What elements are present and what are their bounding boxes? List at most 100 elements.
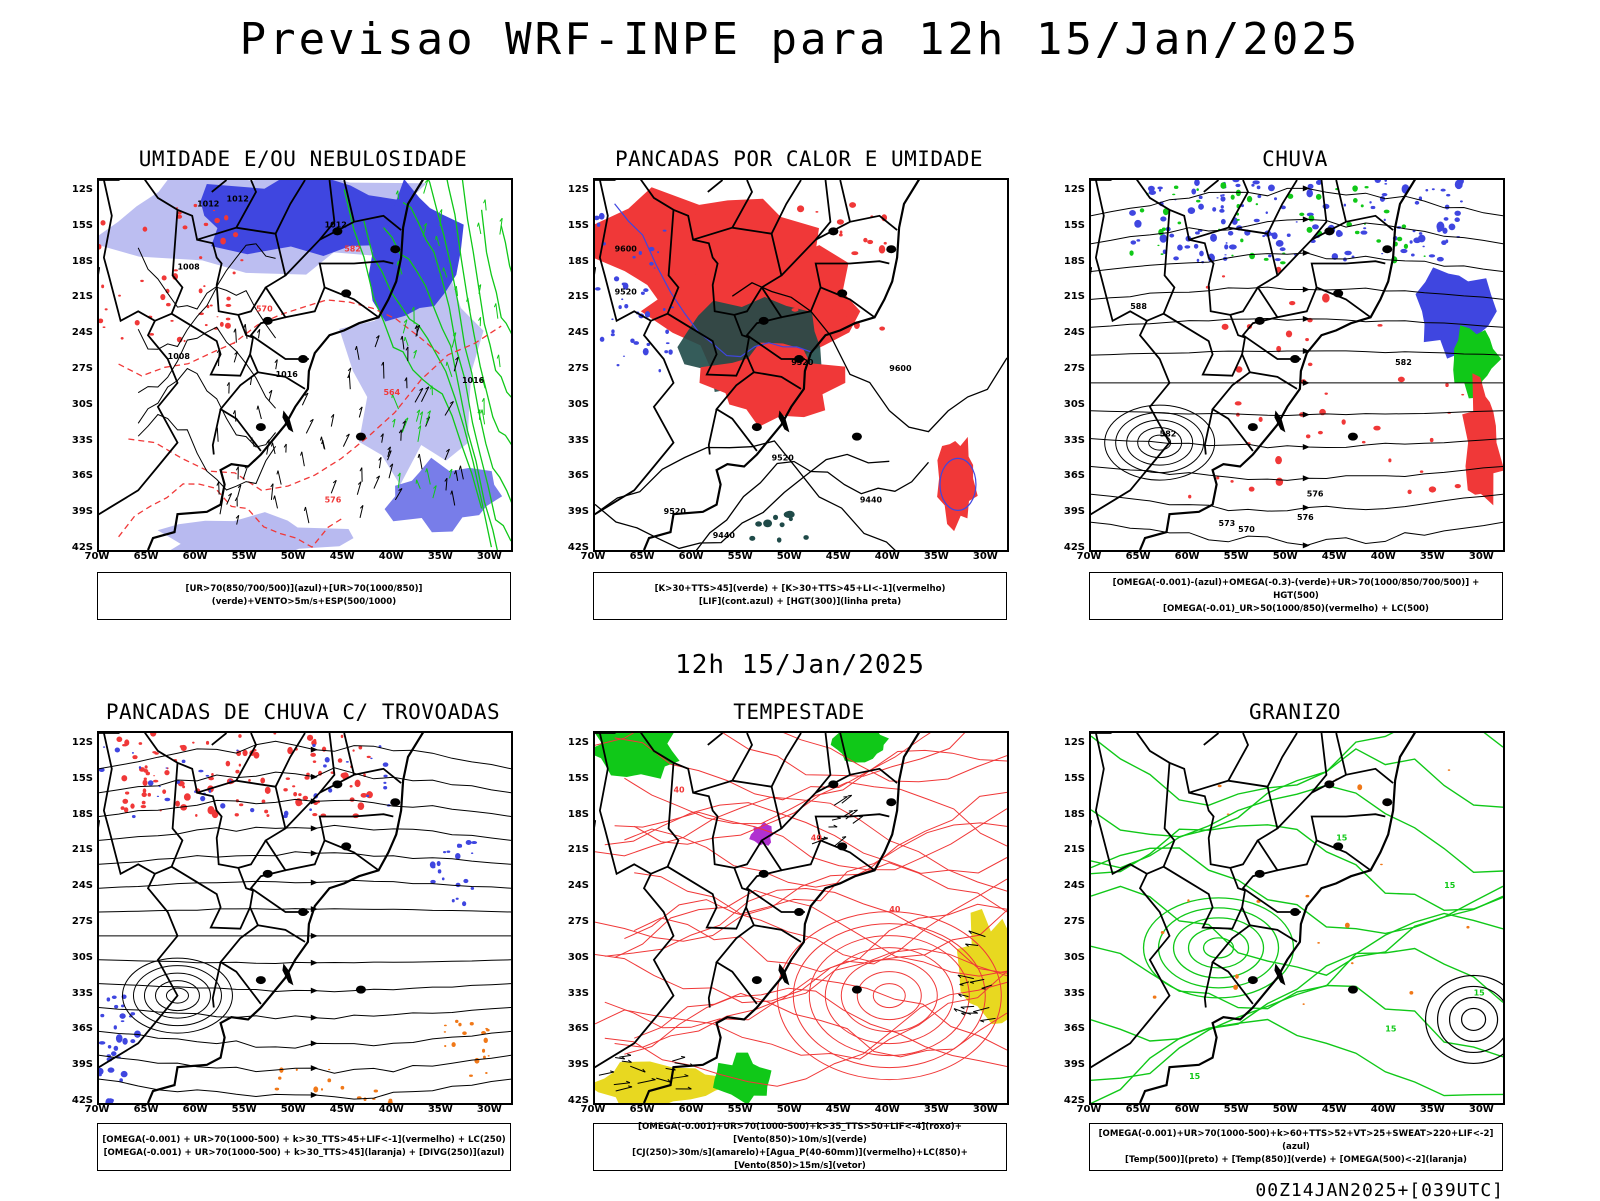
lake-mark [298, 355, 308, 363]
contour-label: 9520 [772, 453, 795, 462]
map-pancadas-trovoadas[interactable] [97, 731, 513, 1105]
contour-label: 564 [383, 388, 400, 397]
lake-mark [759, 870, 769, 878]
contour-label: 576 [325, 495, 342, 504]
contour-label: 1016 [462, 376, 485, 385]
border-line [212, 733, 227, 745]
border-line [734, 840, 762, 868]
lat-tick-label: 33S [1059, 988, 1085, 999]
lake-mark [1324, 227, 1334, 235]
contour-label: 40 [673, 786, 685, 795]
temp-850-contour [1091, 1020, 1503, 1104]
lat-tick-label: 15S [563, 773, 589, 784]
lat-tick-label: 24S [1059, 327, 1085, 338]
lon-tick-label: 60W [676, 551, 706, 562]
lat-tick-label: 27S [1059, 363, 1085, 374]
coastline-east [1140, 733, 1432, 1103]
lat-tick-label: 21S [1059, 844, 1085, 855]
lon-tick-label: 30W [1466, 1104, 1496, 1115]
green-humidity-contour [501, 226, 511, 550]
border-line [708, 180, 723, 192]
jet-250-yellow [595, 1062, 730, 1104]
border-line [1230, 840, 1258, 868]
lon-tick-label: 35W [921, 551, 951, 562]
lake-mark [1382, 798, 1392, 806]
lat-tick-label: 36S [67, 470, 93, 481]
lat-tick-label: 18S [67, 809, 93, 820]
coastline-east [1140, 180, 1432, 550]
lat-tick-label: 27S [67, 363, 93, 374]
lon-tick-label: 40W [872, 551, 902, 562]
temp-500-contour [1438, 986, 1503, 1052]
temp-500-contour [1450, 997, 1498, 1041]
water-contour [595, 797, 1007, 891]
water-contour [605, 803, 1007, 874]
lake-mark [390, 798, 400, 806]
border-line [708, 733, 723, 745]
lon-tick-label: 65W [1123, 551, 1153, 562]
contour-label: 570 [256, 304, 273, 313]
lat-tick-label: 15S [563, 220, 589, 231]
lat-tick-label: 30S [563, 952, 589, 963]
contour-label: 15 [1189, 1072, 1201, 1081]
lon-tick-label: 55W [229, 551, 259, 562]
legend-line: [OMEGA(-0.001) + UR>70(1000-500) + k>30_… [104, 1147, 505, 1160]
border-line [1091, 180, 1253, 451]
border-line [1096, 180, 1175, 321]
mslp-contour [841, 960, 937, 1032]
legend-line: [OMEGA(-0.001)+UR>70(1000-500)+k>60+TTS>… [1090, 1128, 1502, 1154]
lon-tick-label: 60W [180, 1104, 210, 1115]
contour-label: 15 [1336, 833, 1348, 842]
lat-tick-label: 24S [563, 880, 589, 891]
lon-tick-label: 55W [1221, 551, 1251, 562]
lon-tick-label: 65W [627, 551, 657, 562]
lon-tick-label: 50W [1270, 1104, 1300, 1115]
lon-tick-label: 35W [1417, 1104, 1447, 1115]
lat-tick-label: 15S [67, 773, 93, 784]
lon-tick-label: 45W [327, 1104, 357, 1115]
lat-tick-label: 30S [563, 399, 589, 410]
lat-tick-label: 36S [563, 1023, 589, 1034]
lake-mark [1248, 976, 1258, 984]
lat-tick-label: 39S [67, 506, 93, 517]
legend-line: [OMEGA(-0.01)_UR>50(1000/850)(vermelho) … [1163, 603, 1429, 616]
lon-tick-label: 30W [970, 1104, 1000, 1115]
lat-tick-label: 21S [1059, 291, 1085, 302]
lake-mark [1324, 780, 1334, 788]
legend-pancadas-calor: [K>30+TTS>45](verde) + [K>30+TTS>45+LI<-… [593, 572, 1007, 620]
wind-850-green [713, 1053, 772, 1103]
main-title: Previsao WRF-INPE para 12h 15/Jan/2025 [0, 14, 1600, 65]
lon-tick-label: 50W [774, 1104, 804, 1115]
lon-tick-label: 60W [180, 551, 210, 562]
border-line [236, 733, 256, 781]
lat-tick-label: 36S [563, 470, 589, 481]
border-line [1336, 180, 1346, 222]
border-line [1228, 733, 1248, 781]
height-contour [595, 454, 889, 548]
water-contour [615, 890, 1007, 976]
border-line [709, 962, 717, 1007]
legend-line: [Temp(500)](preto) + [Temp(850)](verde) … [1125, 1154, 1467, 1167]
contour-label: 1012 [227, 194, 249, 203]
legend-line: [OMEGA(-0.001)-(azul)+OMEGA(-0.3)-(verde… [1090, 577, 1502, 603]
border-line [1312, 261, 1386, 287]
lake-mark [263, 317, 273, 325]
lat-tick-label: 24S [1059, 880, 1085, 891]
border-line [251, 317, 309, 359]
border-line [595, 874, 674, 1073]
lon-tick-label: 70W [1074, 551, 1104, 562]
lon-tick-label: 65W [131, 551, 161, 562]
lon-tick-label: 45W [823, 1104, 853, 1115]
contour-label: 1008 [177, 263, 200, 272]
lon-tick-label: 50W [774, 551, 804, 562]
temp-850-contour [1144, 898, 1294, 998]
legend-line: [UR>70(850/700/500)](azul)+[UR>70(1000/8… [98, 583, 510, 609]
mslp-contour [857, 972, 921, 1020]
border-line [258, 925, 305, 942]
lake-mark [356, 433, 366, 441]
